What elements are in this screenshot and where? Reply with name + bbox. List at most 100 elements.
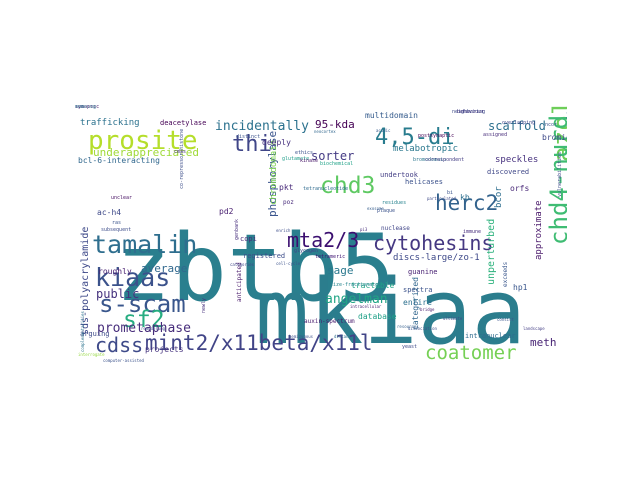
cloud-word: newly — [201, 297, 207, 313]
cloud-word: postsynaptic — [418, 133, 455, 139]
cloud-word: unclear — [111, 195, 133, 201]
cloud-word: correspondent — [425, 157, 465, 163]
cloud-word: ac-h4 — [97, 208, 122, 217]
cloud-word: interrogate — [78, 352, 105, 357]
cloud-word: categorized — [411, 277, 420, 330]
cloud-word: tamalin — [92, 230, 198, 259]
cloud-word: ras — [112, 220, 122, 226]
cloud-word: subsequent — [101, 227, 132, 233]
cloud-word: homolog — [75, 105, 97, 110]
cloud-word: pd2 — [219, 207, 234, 216]
cloud-word: cmas — [174, 149, 187, 155]
cloud-word: mkiaa — [255, 260, 526, 365]
cloud-word: trafficking — [80, 118, 140, 128]
cloud-word: residues — [382, 200, 407, 206]
cloud-word: tractable — [351, 281, 395, 290]
cloud-word: cytohesins — [373, 231, 494, 255]
cloud-word: poz — [283, 199, 294, 206]
cloud-word: cdss — [95, 333, 144, 357]
cloud-word: neocortex — [314, 129, 336, 134]
cloud-word: bcl-6-interacting — [78, 156, 160, 165]
cloud-word: angelman — [325, 292, 388, 307]
cloud-word: public — [96, 287, 140, 301]
cloud-word: intranuclear — [465, 332, 516, 340]
cloud-word: resources — [397, 324, 419, 329]
cloud-word: kb — [460, 193, 470, 202]
cloud-word: kiaas — [95, 263, 171, 292]
cloud-word: glutamate — [282, 156, 310, 162]
cloud-word: orfs — [510, 184, 530, 193]
cloud-word: pi3 — [360, 227, 368, 232]
cloud-word: genbank — [234, 218, 240, 240]
cloud-word: assigned — [483, 132, 508, 138]
cloud-word: meth — [530, 336, 557, 349]
cloud-word: coatomer — [425, 342, 517, 364]
cloud-word: tetrameric — [315, 254, 346, 260]
cloud-word: bcor — [494, 186, 504, 208]
cloud-word: nuclease — [381, 225, 410, 232]
cloud-word: particulated — [427, 196, 456, 201]
cloud-word: unperturbed — [486, 218, 497, 285]
cloud-word: plaque — [377, 208, 396, 214]
cloud-word: ultimate — [443, 316, 463, 321]
cloud-word: scaffold — [488, 119, 546, 133]
cloud-word: bromide — [542, 133, 567, 142]
cloud-word: approximate — [534, 200, 544, 260]
cloud-word: exosome — [367, 206, 384, 211]
cloud-word: intracellular — [350, 304, 382, 309]
cloud-word: deeply — [262, 138, 291, 147]
cloud-word: entire — [403, 298, 432, 307]
cloud-word: ldl — [75, 105, 85, 110]
cloud-word: overlapping — [502, 120, 536, 126]
cloud-word: mint2/x11beta/x11l — [145, 331, 373, 355]
cloud-word: vulnerabilities — [557, 151, 563, 197]
cloud-word: consist — [497, 317, 514, 322]
cloud-word: sorter — [311, 149, 355, 163]
cloud-word: guanine — [408, 268, 438, 276]
cloud-word: arguing — [80, 330, 110, 338]
cloud-word: discs-large/zo-1 — [393, 253, 480, 263]
cloud-word: tetranucleotide — [303, 186, 349, 192]
cloud-word: dissociation — [408, 326, 437, 331]
cloud-word: pkt — [279, 183, 294, 192]
cloud-word: anticipated — [236, 262, 243, 302]
cloud-word: distant — [334, 334, 351, 339]
cloud-word: glycogen — [294, 248, 319, 254]
cloud-word: complementarities — [80, 311, 85, 352]
cloud-word: mta2/3 — [287, 228, 360, 252]
cloud-word: immune — [463, 229, 482, 235]
cloud-word: herc2 — [435, 191, 499, 215]
cloud-word: hp1 — [513, 283, 528, 292]
cloud-word: sf2 — [123, 307, 165, 333]
cloud-word: bi — [447, 190, 454, 196]
cloud-word: remodeling — [141, 326, 166, 331]
cloud-word: helicases — [405, 178, 443, 186]
cloud-word: prosite — [88, 126, 198, 156]
cloud-word: 4,5-di — [375, 125, 455, 150]
cloud-word: sage — [327, 264, 354, 277]
cloud-word: ncor — [545, 122, 558, 128]
cloud-word: prometaphase — [97, 321, 191, 336]
cloud-word: chromodomain — [269, 139, 279, 205]
cloud-word: behaviour — [457, 109, 485, 115]
cloud-word: chd3 — [320, 173, 376, 199]
cloud-word: s-scam — [99, 290, 186, 318]
cloud-word: biochemical — [320, 161, 354, 167]
cloud-word: landscape — [523, 326, 545, 331]
cloud-word: melabotropic — [393, 144, 459, 154]
cloud-word: projects — [145, 345, 184, 354]
cloud-word: roughly — [98, 267, 132, 276]
cloud-word: auxin-spectrum — [304, 318, 355, 325]
cloud-word: registered — [243, 252, 286, 260]
cloud-word: synaptic — [75, 105, 100, 110]
cloud-word: computer-assisted — [103, 358, 144, 363]
cloud-word: exceeds — [502, 261, 509, 287]
cloud-word: hemizygous — [289, 334, 314, 339]
cloud-word: ethics — [295, 150, 314, 156]
cloud-word: distinct — [236, 134, 261, 140]
cloud-word: enrich — [276, 228, 291, 233]
cloud-word: co-repressor-histone — [179, 128, 185, 189]
cloud-word: multidomain — [365, 111, 418, 120]
cloud-word: incidentally — [215, 119, 309, 134]
cloud-word: bridge — [420, 307, 435, 312]
